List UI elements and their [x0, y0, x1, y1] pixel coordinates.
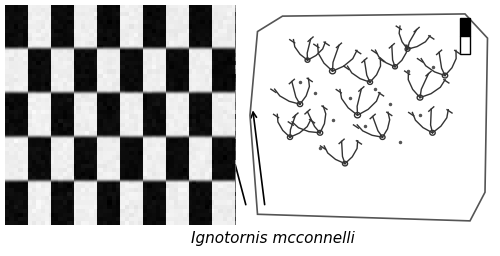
Bar — [460, 36, 470, 54]
Text: Ignotornis mcconnelli: Ignotornis mcconnelli — [190, 231, 354, 246]
Bar — [460, 18, 470, 36]
